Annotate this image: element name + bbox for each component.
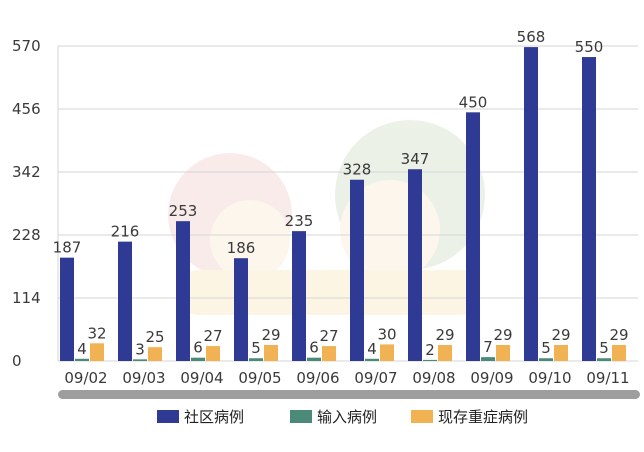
y-axis-ticks: 0 114 228 342 456 570	[12, 37, 41, 370]
x-tick-label: 09/09	[470, 369, 513, 387]
bar	[597, 358, 611, 361]
data-label: 30	[377, 325, 396, 343]
data-label: 25	[145, 328, 164, 346]
data-label: 5	[251, 339, 261, 357]
data-label: 29	[493, 326, 512, 344]
x-tick-label: 09/08	[412, 369, 455, 387]
data-label: 187	[53, 239, 82, 257]
bar	[191, 357, 205, 361]
bar	[481, 357, 495, 361]
data-label: 568	[517, 28, 546, 46]
legend-swatch	[157, 410, 179, 423]
data-label: 29	[261, 326, 280, 344]
data-label: 347	[401, 150, 430, 168]
legend: 社区病例 输入病例 现存重症病例	[157, 408, 528, 426]
data-label: 186	[227, 239, 256, 257]
legend-label: 社区病例	[184, 408, 244, 426]
data-label: 5	[541, 339, 551, 357]
bar	[612, 344, 626, 361]
x-tick-label: 09/03	[122, 369, 165, 387]
bar	[264, 344, 278, 361]
data-label: 5	[599, 339, 609, 357]
bar	[554, 344, 568, 361]
y-tick-label: 114	[12, 289, 41, 307]
data-label: 450	[459, 93, 488, 111]
bar	[438, 344, 452, 361]
bar	[322, 346, 336, 361]
bar	[60, 257, 74, 361]
bar	[249, 358, 263, 361]
watermark-mascot	[168, 120, 485, 315]
legend-item[interactable]: 输入病例	[290, 408, 377, 426]
data-label: 27	[203, 327, 222, 345]
bar	[496, 344, 510, 361]
data-label: 3	[135, 340, 145, 358]
data-label: 29	[551, 326, 570, 344]
data-label: 235	[285, 212, 314, 230]
y-tick-label: 570	[12, 37, 41, 55]
data-label: 27	[319, 327, 338, 345]
legend-label: 输入病例	[317, 408, 377, 426]
legend-label: 现存重症病例	[438, 408, 528, 426]
bar	[350, 179, 364, 361]
legend-swatch	[411, 410, 433, 423]
bar	[292, 231, 306, 361]
bar	[75, 358, 89, 361]
bar	[365, 358, 379, 361]
x-tick-label: 09/10	[528, 369, 571, 387]
legend-item[interactable]: 现存重症病例	[411, 408, 528, 426]
x-tick-label: 09/06	[296, 369, 339, 387]
bar	[466, 112, 480, 361]
bar	[206, 346, 220, 361]
data-labels: 1874322163252536271865292356273284303472…	[53, 28, 629, 359]
x-tick-label: 09/05	[238, 369, 281, 387]
y-tick-label: 456	[12, 100, 41, 118]
bar	[539, 358, 553, 361]
bars	[60, 47, 626, 362]
data-label: 550	[575, 38, 604, 56]
bar	[582, 57, 596, 361]
data-label: 7	[483, 338, 493, 356]
bar	[118, 241, 132, 361]
data-label: 253	[169, 202, 198, 220]
y-tick-label: 228	[12, 226, 41, 244]
data-label: 29	[435, 326, 454, 344]
data-label: 29	[609, 326, 628, 344]
bar	[148, 347, 162, 361]
bar	[90, 343, 104, 361]
y-tick-label: 342	[12, 163, 41, 181]
x-tick-label: 09/04	[180, 369, 223, 387]
bar	[524, 47, 538, 362]
bar	[408, 169, 422, 361]
x-tick-label: 09/11	[586, 369, 629, 387]
y-tick-label: 0	[12, 352, 22, 370]
data-label: 32	[87, 324, 106, 342]
x-tick-label: 09/02	[64, 369, 107, 387]
x-axis-ticks: 09/02 09/03 09/04 09/05 09/06 09/07 09/08 09/09…	[64, 369, 629, 387]
legend-item[interactable]: 社区病例	[157, 408, 244, 426]
data-label: 4	[367, 340, 377, 358]
data-label: 4	[77, 340, 87, 358]
bar	[423, 359, 437, 361]
gridlines	[57, 45, 638, 362]
data-label: 328	[343, 161, 372, 179]
bar	[380, 344, 394, 361]
horizontal-scrollbar[interactable]	[58, 390, 640, 399]
bar	[176, 221, 190, 361]
data-label: 216	[111, 223, 140, 241]
data-label: 6	[193, 339, 203, 357]
data-label: 2	[425, 341, 435, 359]
bar	[307, 357, 321, 361]
legend-swatch	[290, 410, 312, 423]
bar	[133, 359, 147, 361]
bar	[234, 258, 248, 361]
data-label: 6	[309, 339, 319, 357]
x-tick-label: 09/07	[354, 369, 397, 387]
